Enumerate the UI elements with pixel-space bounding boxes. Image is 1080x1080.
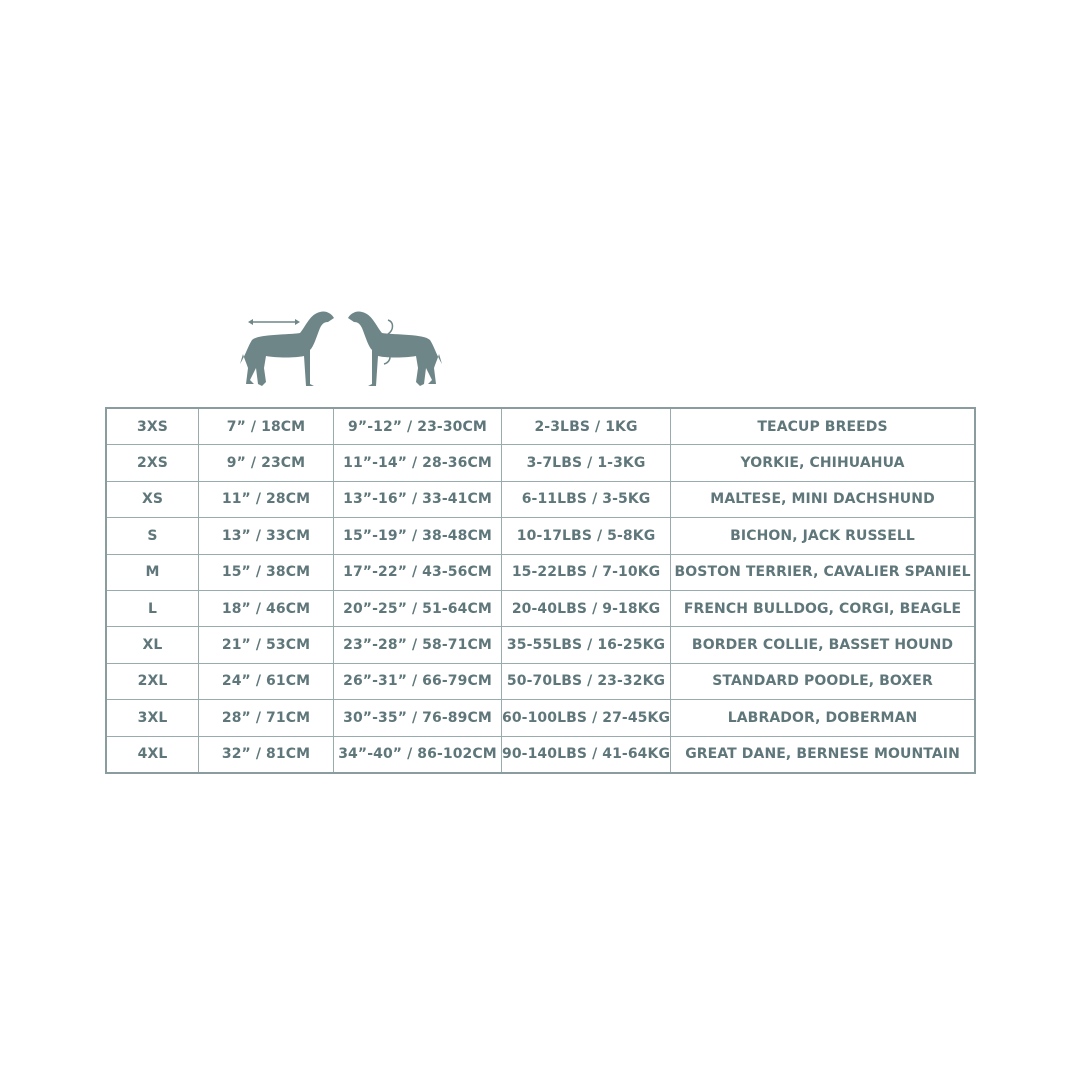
neck-girth-cell: 26”-31” / 66-79CM <box>333 662 502 701</box>
size-cell: 2XL <box>105 662 199 701</box>
size-cell: XS <box>105 480 199 519</box>
neck-girth-cell: 13”-16” / 33-41CM <box>333 480 502 519</box>
weight-cell: 10-17LBS / 5-8KG <box>500 517 672 555</box>
weight-cell: 20-40LBS / 9-18KG <box>500 589 672 628</box>
dog-back-length-icon <box>240 311 334 386</box>
table-row: 4XL 32” / 81CM 34”-40” / 86-102CM 90-140LBS… <box>105 735 976 774</box>
back-length-cell: 9” / 23CM <box>198 444 334 482</box>
dog-neck-chest-girth-icon <box>348 311 442 386</box>
size-cell: S <box>105 517 199 555</box>
table-row: L 18” / 46CM 20”-25” / 51-64CM 20-40LBS / 9… <box>105 589 976 628</box>
table-row: XL 21” / 53CM 23”-28” / 58-71CM 35-55LBS / … <box>105 626 976 664</box>
neck-girth-cell: 30”-35” / 76-89CM <box>333 699 502 737</box>
size-cell: 3XS <box>105 407 199 446</box>
table-row: XS 11” / 28CM 13”-16” / 33-41CM 6-11LBS / 3… <box>105 480 976 519</box>
breeds-cell: STANDARD POODLE, BOXER <box>670 662 976 701</box>
weight-cell: 6-11LBS / 3-5KG <box>500 480 672 519</box>
breeds-cell: FRENCH BULLDOG, CORGI, BEAGLE <box>670 589 976 628</box>
neck-girth-cell: 20”-25” / 51-64CM <box>333 589 502 628</box>
table-row: 3XL 28” / 71CM 30”-35” / 76-89CM 60-100LBS … <box>105 699 976 737</box>
breeds-cell: MALTESE, MINI DACHSHUND <box>670 480 976 519</box>
breeds-cell: BORDER COLLIE, BASSET HOUND <box>670 626 976 664</box>
size-cell: L <box>105 589 199 628</box>
weight-cell: 35-55LBS / 16-25KG <box>500 626 672 664</box>
table-row: 2XS 9” / 23CM 11”-14” / 28-36CM 3-7LBS / 1-… <box>105 444 976 482</box>
breeds-cell: GREAT DANE, BERNESE MOUNTAIN <box>670 735 976 774</box>
neck-girth-cell: 34”-40” / 86-102CM <box>333 735 502 774</box>
weight-cell: 50-70LBS / 23-32KG <box>500 662 672 701</box>
breeds-cell: BOSTON TERRIER, CAVALIER SPANIEL <box>670 553 976 591</box>
breeds-cell: YORKIE, CHIHUAHUA <box>670 444 976 482</box>
neck-girth-cell: 9”-12” / 23-30CM <box>333 407 502 446</box>
back-length-cell: 7” / 18CM <box>198 407 334 446</box>
size-cell: 3XL <box>105 699 199 737</box>
size-cell: 4XL <box>105 735 199 774</box>
table-row: M 15” / 38CM 17”-22” / 43-56CM 15-22LBS / 7… <box>105 553 976 591</box>
neck-girth-cell: 17”-22” / 43-56CM <box>333 553 502 591</box>
back-length-cell: 13” / 33CM <box>198 517 334 555</box>
weight-cell: 90-140LBS / 41-64KG <box>500 735 672 774</box>
table-row: 3XS 7” / 18CM 9”-12” / 23-30CM 2-3LBS / 1KG… <box>105 407 976 446</box>
table-row: 2XL 24” / 61CM 26”-31” / 66-79CM 50-70LBS /… <box>105 662 976 701</box>
size-cell: XL <box>105 626 199 664</box>
size-chart-body: 3XS 7” / 18CM 9”-12” / 23-30CM 2-3LBS / 1KG… <box>105 407 976 774</box>
weight-cell: 15-22LBS / 7-10KG <box>500 553 672 591</box>
weight-cell: 60-100LBS / 27-45KG <box>500 699 672 737</box>
back-length-cell: 11” / 28CM <box>198 480 334 519</box>
back-length-cell: 32” / 81CM <box>198 735 334 774</box>
neck-girth-cell: 11”-14” / 28-36CM <box>333 444 502 482</box>
back-length-cell: 24” / 61CM <box>198 662 334 701</box>
weight-cell: 3-7LBS / 1-3KG <box>500 444 672 482</box>
weight-cell: 2-3LBS / 1KG <box>500 407 672 446</box>
back-length-cell: 15” / 38CM <box>198 553 334 591</box>
breeds-cell: BICHON, JACK RUSSELL <box>670 517 976 555</box>
dog-measurement-icons <box>240 311 442 386</box>
table-row: S 13” / 33CM 15”-19” / 38-48CM 10-17LBS / 5… <box>105 517 976 555</box>
breeds-cell: LABRADOR, DOBERMAN <box>670 699 976 737</box>
neck-girth-cell: 15”-19” / 38-48CM <box>333 517 502 555</box>
back-length-cell: 18” / 46CM <box>198 589 334 628</box>
size-cell: 2XS <box>105 444 199 482</box>
breeds-cell: TEACUP BREEDS <box>670 407 976 446</box>
size-cell: M <box>105 553 199 591</box>
neck-girth-cell: 23”-28” / 58-71CM <box>333 626 502 664</box>
back-length-cell: 28” / 71CM <box>198 699 334 737</box>
size-chart-table: 3XS 7” / 18CM 9”-12” / 23-30CM 2-3LBS / 1KG… <box>105 407 976 774</box>
back-length-cell: 21” / 53CM <box>198 626 334 664</box>
